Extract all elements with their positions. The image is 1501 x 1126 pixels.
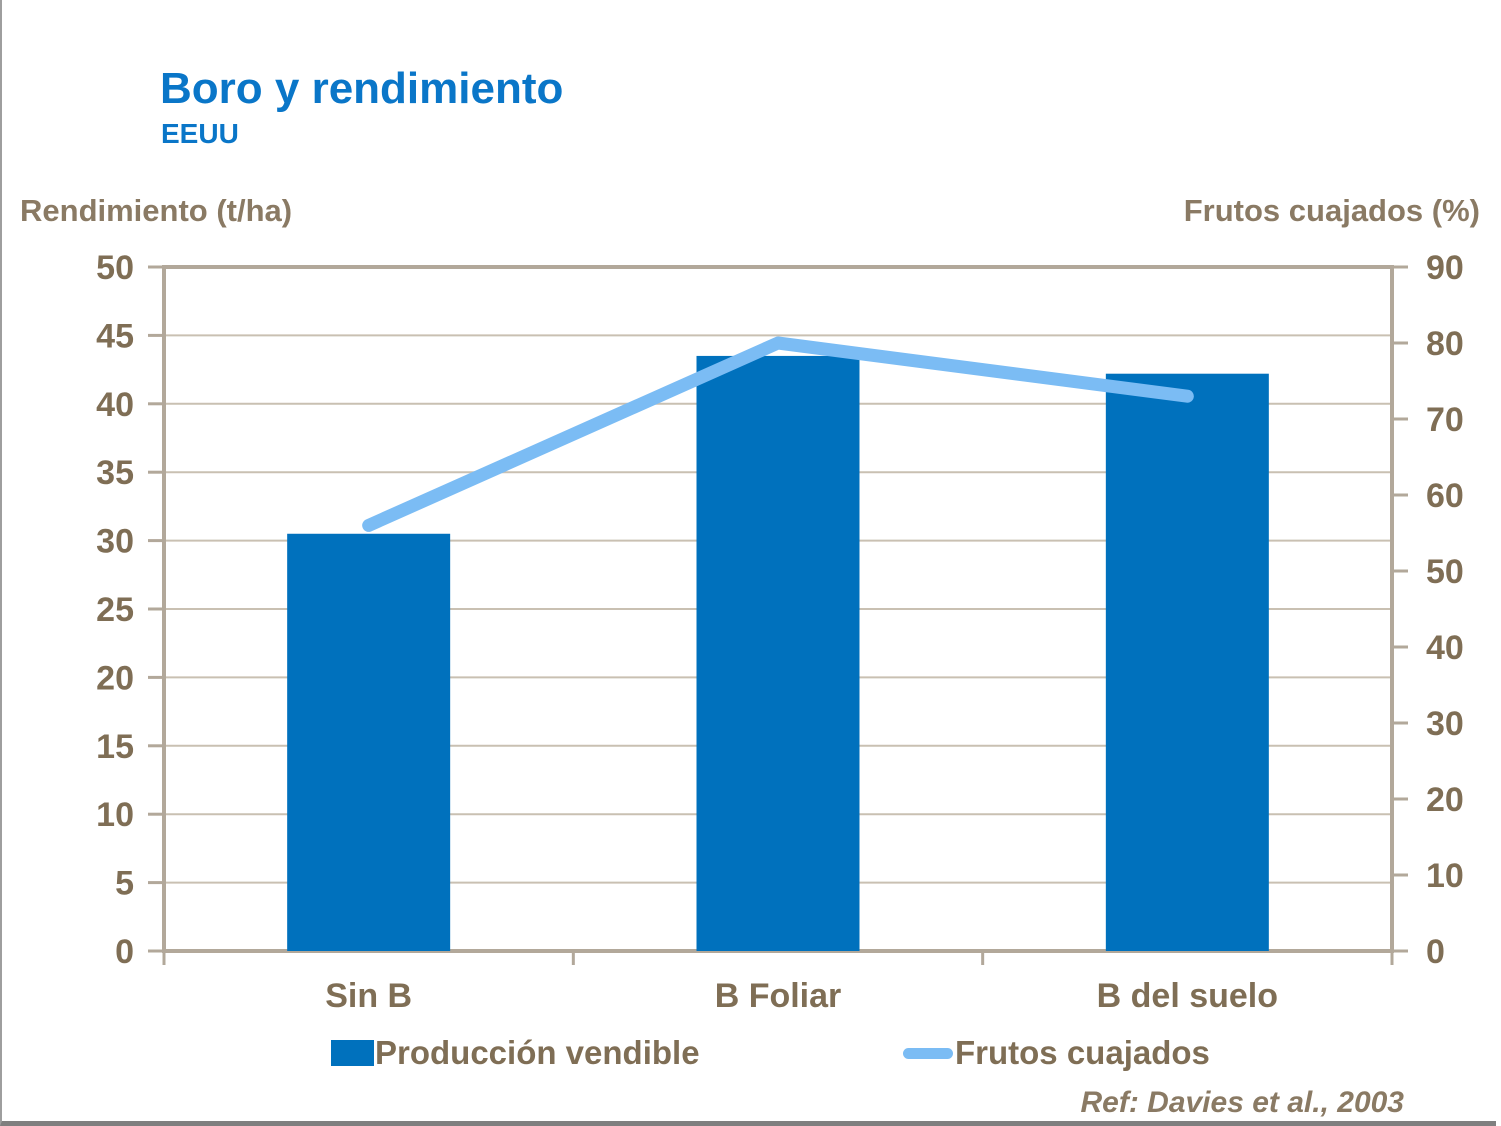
- right-tick-label: 70: [1426, 401, 1464, 439]
- left-tick-label: 10: [96, 796, 134, 834]
- right-tick-label: 10: [1426, 857, 1464, 895]
- legend-label-frutos: Frutos cuajados: [955, 1034, 1210, 1071]
- bar-B Foliar: [696, 355, 860, 951]
- bar-Sin B: [287, 533, 451, 951]
- chart-subtitle: EEUU: [161, 118, 239, 149]
- left-tick-label: 40: [96, 386, 134, 424]
- category-label: B del suelo: [1097, 977, 1278, 1015]
- bar-B del suelo: [1105, 373, 1269, 952]
- left-tick-label: 0: [115, 933, 134, 971]
- left-tick-label: 25: [96, 591, 134, 629]
- category-label: Sin B: [325, 977, 412, 1015]
- frutos-cuajados-line: [362, 336, 1194, 532]
- right-tick-label: 50: [1426, 553, 1464, 591]
- left-tick-label: 30: [96, 523, 134, 561]
- left-tick-label: 5: [115, 865, 134, 903]
- category-label: B Foliar: [715, 977, 842, 1015]
- left-tick-label: 35: [96, 454, 134, 492]
- legend-item-produccion: Producción vendible: [331, 1033, 700, 1073]
- left-tick-label: 45: [96, 317, 134, 355]
- right-tick-label: 40: [1426, 629, 1464, 667]
- reference-text: Ref: Davies et al., 2003: [1080, 1086, 1404, 1119]
- left-tick-label: 20: [96, 659, 134, 697]
- chart-title: Boro y rendimiento: [160, 64, 564, 113]
- legend-bar-swatch: [331, 1040, 374, 1066]
- right-axis-title: Frutos cuajados (%): [1183, 193, 1480, 228]
- left-tick-label: 15: [96, 728, 134, 766]
- legend-item-frutos: Frutos cuajados: [903, 1033, 1210, 1073]
- right-tick-label: 60: [1426, 477, 1464, 515]
- left-tick-label: 50: [96, 249, 134, 287]
- right-tick-label: 20: [1426, 781, 1464, 819]
- left-axis-title: Rendimiento (t/ha): [20, 193, 293, 228]
- legend-line-swatch: [903, 1047, 953, 1059]
- legend-label-produccion: Producción vendible: [375, 1034, 700, 1071]
- right-tick-label: 80: [1426, 325, 1464, 363]
- right-tick-label: 0: [1426, 933, 1445, 971]
- right-tick-label: 30: [1426, 705, 1464, 743]
- right-tick-label: 90: [1426, 249, 1464, 287]
